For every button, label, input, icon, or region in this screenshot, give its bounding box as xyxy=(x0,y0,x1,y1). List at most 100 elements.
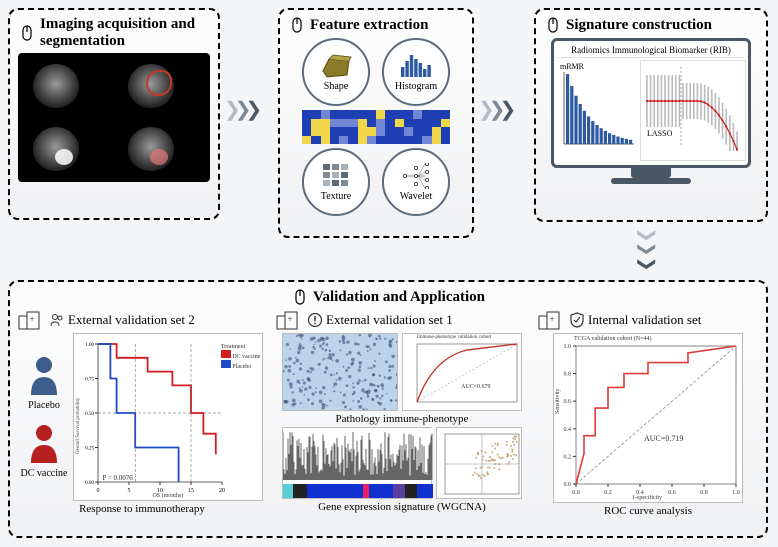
roc-xlabel: 1-specificity xyxy=(632,495,662,501)
svg-text:5: 5 xyxy=(128,488,131,494)
feature-shape: Shape xyxy=(302,38,370,106)
ext1-title-row: + External validation set 1 xyxy=(276,310,453,330)
roc-caption: ROC curve analysis xyxy=(604,505,692,517)
lasso-label: LASSO xyxy=(647,129,672,138)
wavelet-icon xyxy=(399,163,433,189)
wgcna-caption: Gene expression signature (WGCNA) xyxy=(318,501,486,513)
ext1-title: External validation set 1 xyxy=(326,312,453,328)
mouse-icon xyxy=(544,16,562,34)
ext1-ptitle: Immune-phenotype validation cohort xyxy=(417,335,491,340)
brain-cell xyxy=(116,56,186,116)
rib-caption: Radiomics Immunological Biomarker (RIB) xyxy=(558,45,744,58)
svg-text:0.6: 0.6 xyxy=(668,490,676,496)
svg-text:15: 15 xyxy=(188,488,194,494)
external-validation-2: + External validation set 2 Placebo DC v… xyxy=(18,310,266,517)
users-icon xyxy=(49,312,65,328)
feature-histogram: Histogram xyxy=(382,38,450,106)
svg-text:1.0: 1.0 xyxy=(732,490,740,496)
placebo-label: Placebo xyxy=(21,400,68,411)
ext2-title-row: + External validation set 2 xyxy=(18,310,195,330)
panel-signature-title: Signature construction xyxy=(544,16,758,34)
brain-cell xyxy=(21,119,91,179)
feature-texture: Texture xyxy=(302,148,370,216)
svg-text:+: + xyxy=(29,314,34,324)
wgcna-scatter xyxy=(436,427,522,499)
mrmr-bars xyxy=(558,60,636,150)
km-ylabel: Overall Survival probability xyxy=(76,398,81,454)
pathology-svg xyxy=(283,334,398,411)
panel-validation-title-text: Validation and Application xyxy=(313,289,485,306)
hospital-icon: + xyxy=(276,310,304,330)
panel-validation: Validation and Application + Internal va… xyxy=(8,280,768,538)
ext1-roc-svg xyxy=(403,334,523,412)
arrows-down: ❯❯❯ xyxy=(640,228,655,271)
svg-text:0.8: 0.8 xyxy=(700,490,708,496)
km-caption: Response to immunotherapy xyxy=(79,503,205,515)
feature-texture-label: Texture xyxy=(321,191,351,202)
panel-imaging-title-text: Imaging acquisition and segmentation xyxy=(40,16,210,49)
shape-icon xyxy=(319,53,353,79)
mouse-icon xyxy=(288,16,306,34)
svg-text:20: 20 xyxy=(219,488,225,494)
mrmr-label: mRMR xyxy=(560,62,584,71)
monitor: Radiomics Immunological Biomarker (RIB) … xyxy=(551,38,751,184)
svg-text:1.0: 1.0 xyxy=(564,344,572,350)
svg-text:+: + xyxy=(549,314,554,324)
svg-text:0.2: 0.2 xyxy=(604,490,612,496)
wgcna-dendro xyxy=(282,427,432,499)
panel-signature: Signature construction Radiomics Immunol… xyxy=(534,8,768,222)
mouse-icon xyxy=(291,288,309,306)
validation-inner: + Internal validation set 0.0 0.2 0.4 0.6 0.… xyxy=(18,310,758,517)
svg-text:1.00: 1.00 xyxy=(86,343,95,348)
person-placebo-icon xyxy=(27,355,61,395)
panel-feature-extraction: Feature extraction Shape Histogram Textu… xyxy=(278,8,474,238)
svg-text:0.0: 0.0 xyxy=(564,482,572,488)
svg-text:0.2: 0.2 xyxy=(564,454,572,460)
brain-cell xyxy=(21,56,91,116)
texture-icon xyxy=(319,163,353,189)
mrmr-plot: mRMR xyxy=(558,60,636,161)
svg-text:0: 0 xyxy=(97,488,100,494)
ext1-roc: AUC=0.679 Immune-phenotype validation co… xyxy=(402,333,522,411)
pathology-image xyxy=(282,333,398,411)
arrows-2: ❯❯❯ xyxy=(484,100,516,120)
svg-text:0.50: 0.50 xyxy=(86,412,95,417)
km-pval: P = 0.0076 xyxy=(102,474,132,482)
brain-grid xyxy=(18,53,210,182)
scatter-svg xyxy=(437,428,523,500)
panel-imaging: Imaging acquisition and segmentation xyxy=(8,8,220,220)
hospital-icon: + xyxy=(538,310,566,330)
mouse-icon xyxy=(18,24,36,42)
roc-ptitle: TCGA validation cohort (N=44) xyxy=(574,336,652,342)
km-legend-pl: Placebo xyxy=(232,364,251,370)
panel-signature-title-text: Signature construction xyxy=(566,17,712,34)
ext2-title: External validation set 2 xyxy=(68,312,195,328)
panel-validation-title: Validation and Application xyxy=(18,288,758,306)
svg-text:0.25: 0.25 xyxy=(86,447,95,452)
heatmap xyxy=(302,110,450,144)
svg-text:0.6: 0.6 xyxy=(564,399,572,405)
feature-content: Shape Histogram Texture Wavelet xyxy=(288,38,464,216)
panel-features-title: Feature extraction xyxy=(288,16,464,34)
feature-wavelet: Wavelet xyxy=(382,148,450,216)
svg-text:0.00: 0.00 xyxy=(86,481,95,486)
panel-imaging-title: Imaging acquisition and segmentation xyxy=(18,16,210,49)
roc-plot: 0.00.20.40.60.81.00.00.20.40.60.81.0 TCG… xyxy=(553,333,743,503)
svg-text:0.0: 0.0 xyxy=(572,490,580,496)
internal-title: Internal validation set xyxy=(588,312,701,328)
lasso-plot: LASSO xyxy=(640,60,746,161)
roc-ylabel: Sensitivity xyxy=(555,388,561,414)
hospital-icon: + xyxy=(18,310,46,330)
feature-wavelet-label: Wavelet xyxy=(400,191,433,202)
monitor-screen: Radiomics Immunological Biomarker (RIB) … xyxy=(551,38,751,168)
dendro-svg xyxy=(283,428,433,500)
km-plot: 051015200.000.250.500.751.00 P = 0.0076 … xyxy=(73,333,263,501)
monitor-stand xyxy=(631,168,671,178)
roc-auc: AUC=0.719 xyxy=(644,434,683,443)
arrows-1: ❯❯❯ xyxy=(230,100,262,120)
svg-text:+: + xyxy=(287,314,292,324)
ext1-auc: AUC=0.679 xyxy=(461,384,491,390)
svg-text:0.4: 0.4 xyxy=(564,427,572,433)
pathology-caption: Pathology immune-phenotype xyxy=(336,413,469,425)
dc-label: DC vaccine xyxy=(21,468,68,479)
